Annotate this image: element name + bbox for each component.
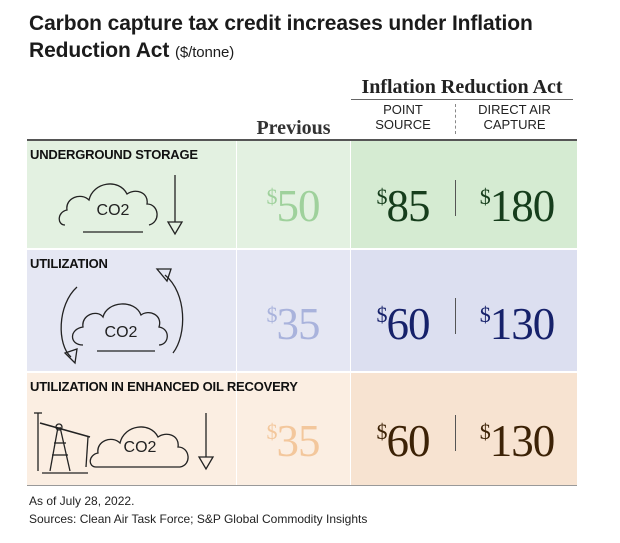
table-row-underground-storage: UNDERGROUND STORAGE $50 $85 $180	[27, 141, 577, 248]
row-separator	[27, 248, 577, 250]
value-number: 35	[276, 415, 321, 466]
value-number: 180	[489, 181, 555, 231]
chart-title-unit: ($/tonne)	[175, 44, 235, 61]
ira-header-rule	[351, 99, 573, 100]
value-number: 85	[386, 181, 431, 231]
table-top-rule	[27, 139, 577, 141]
footer-note: As of July 28, 2022.	[29, 494, 135, 508]
ira-cell	[350, 141, 577, 248]
currency-symbol: $	[479, 302, 491, 327]
row-label: UNDERGROUND STORAGE	[30, 147, 198, 162]
chart-title: Carbon capture tax credit increases unde…	[29, 10, 609, 66]
value-number: 35	[276, 299, 321, 349]
currency-symbol: $	[479, 418, 491, 444]
co2-label: CO2	[124, 439, 157, 456]
direct-air-capture-value: $130	[457, 292, 577, 347]
value-number: 60	[386, 299, 431, 349]
point-source-value: $60	[350, 409, 456, 464]
column-divider	[350, 141, 351, 248]
column-divider	[236, 373, 237, 485]
ira-cell	[350, 373, 577, 485]
value-number: 130	[489, 415, 555, 466]
point-source-header: POINT SOURCE	[351, 102, 455, 132]
currency-symbol: $	[376, 184, 388, 209]
row-label-cell	[27, 141, 236, 248]
direct-air-capture-header: DIRECT AIR CAPTURE	[456, 102, 573, 132]
previous-value: $35	[236, 409, 350, 464]
row-label: UTILIZATION IN ENHANCED OIL RECOVERY	[30, 379, 298, 394]
ira-group-header: Inflation Reduction Act	[361, 76, 563, 98]
ira-cell	[350, 250, 577, 371]
footer-sources: Sources: Clean Air Task Force; S&P Globa…	[29, 512, 368, 526]
previous-cell	[236, 141, 350, 248]
previous-cell	[236, 373, 350, 485]
value-number: 60	[386, 415, 431, 466]
direct-air-capture-value: $180	[457, 174, 577, 229]
previous-value: $50	[236, 174, 350, 229]
oil-derrick-co2-cloud-icon: CO2	[34, 412, 215, 474]
value-pair-divider	[455, 414, 456, 451]
previous-cell	[236, 250, 350, 371]
co2-label: CO2	[97, 202, 130, 219]
value-number: 130	[489, 299, 555, 349]
currency-symbol: $	[479, 184, 491, 209]
column-divider	[350, 373, 351, 485]
column-divider	[236, 141, 237, 248]
co2-cloud-recycle-arrows-icon: CO2	[60, 268, 184, 365]
direct-air-capture-header-text: DIRECT AIR CAPTURE	[478, 102, 551, 132]
row-label: UTILIZATION	[30, 256, 108, 271]
table-bottom-rule	[27, 485, 577, 486]
point-source-header-text: POINT SOURCE	[375, 102, 431, 132]
currency-symbol: $	[266, 184, 278, 209]
point-source-value: $60	[350, 292, 456, 347]
previous-header: Previous	[256, 117, 331, 139]
column-divider	[236, 250, 237, 371]
currency-symbol: $	[376, 418, 388, 444]
previous-value: $35	[236, 292, 350, 347]
chart-title-main: Carbon capture tax credit increases unde…	[29, 12, 533, 62]
table-row-utilization: UTILIZATION $35 $60 $130	[27, 250, 577, 371]
value-number: 50	[276, 181, 321, 231]
row-separator	[27, 371, 577, 373]
co2-label: CO2	[105, 324, 138, 341]
currency-symbol: $	[266, 418, 278, 444]
currency-symbol: $	[266, 302, 278, 327]
value-pair-divider	[455, 180, 456, 216]
direct-air-capture-value: $130	[457, 409, 577, 464]
value-pair-divider	[455, 298, 456, 334]
co2-cloud-down-arrow-icon: CO2	[58, 175, 184, 236]
currency-symbol: $	[376, 302, 388, 327]
sub-header-divider	[455, 104, 456, 134]
point-source-value: $85	[350, 174, 456, 229]
column-divider	[350, 250, 351, 371]
